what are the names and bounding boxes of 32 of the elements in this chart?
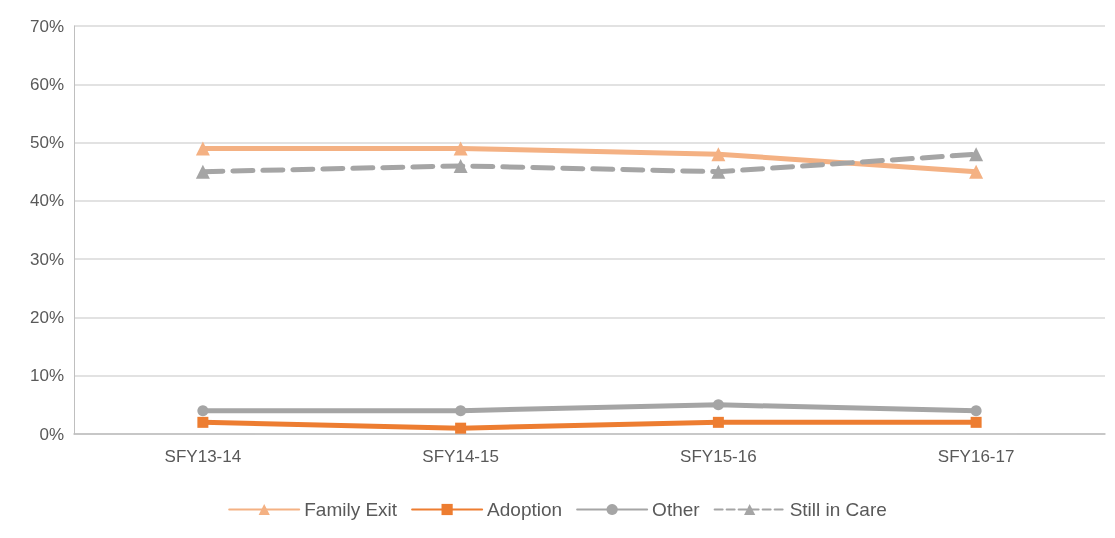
point: [195, 141, 210, 156]
legend-label: Still in Care: [789, 499, 887, 520]
point: [195, 164, 210, 179]
y-tick-label: 60%: [29, 74, 64, 94]
y-tick-label: 20%: [29, 307, 64, 327]
point: [453, 158, 468, 173]
point: [970, 405, 982, 417]
point: [453, 141, 468, 156]
legend-label: Family Exit: [304, 499, 398, 520]
point: [197, 416, 209, 428]
x-tick-label: SFY16-17: [937, 447, 1015, 466]
y-tick-label: 40%: [29, 191, 64, 211]
point: [455, 422, 467, 434]
x-tick-label: SFY14-15: [422, 447, 499, 466]
y-tick-label: 70%: [29, 16, 64, 36]
point: [969, 147, 984, 162]
point: [711, 147, 726, 162]
point: [970, 416, 982, 428]
point: [712, 399, 724, 411]
point: [712, 416, 724, 428]
point: [455, 405, 467, 417]
point: [711, 164, 726, 179]
x-tick-label: SFY15-16: [680, 447, 757, 466]
y-tick-label: 0%: [39, 424, 64, 444]
point: [197, 405, 209, 417]
y-tick-label: 30%: [29, 249, 64, 269]
point: [969, 164, 984, 179]
y-tick-label: 50%: [29, 133, 64, 153]
legend-label: Other: [652, 499, 701, 520]
y-tick-label: 10%: [29, 366, 64, 386]
legend-label: Adoption: [487, 499, 563, 520]
x-tick-label: SFY13-14: [164, 447, 242, 466]
